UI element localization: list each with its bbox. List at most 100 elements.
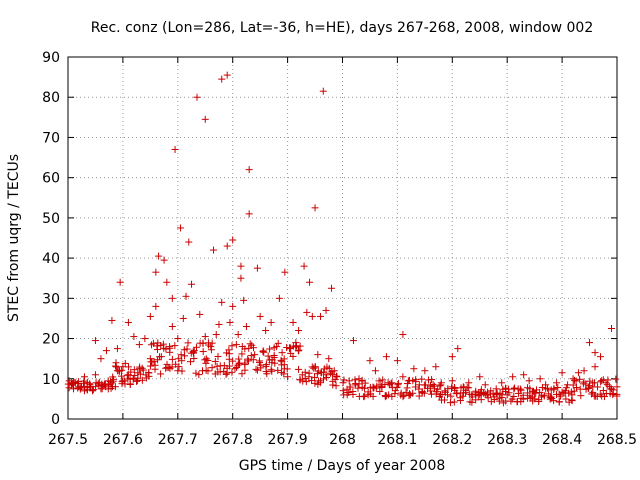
data-point bbox=[311, 363, 319, 371]
data-point bbox=[394, 379, 402, 387]
data-point bbox=[124, 318, 132, 326]
data-point bbox=[226, 318, 234, 326]
data-point bbox=[257, 364, 265, 372]
data-point bbox=[295, 327, 303, 335]
data-point bbox=[556, 392, 564, 400]
data-point bbox=[412, 376, 420, 384]
data-point bbox=[320, 375, 328, 383]
data-point bbox=[168, 363, 176, 371]
data-point bbox=[225, 362, 233, 370]
data-point bbox=[303, 308, 311, 316]
data-point bbox=[146, 362, 154, 370]
data-point bbox=[349, 388, 357, 396]
data-point bbox=[195, 371, 203, 379]
data-point bbox=[339, 379, 347, 387]
data-point bbox=[301, 368, 309, 376]
data-point bbox=[278, 349, 286, 357]
data-point bbox=[253, 264, 261, 272]
data-point bbox=[329, 371, 337, 379]
data-point bbox=[250, 344, 258, 352]
data-point bbox=[562, 384, 570, 392]
data-point bbox=[332, 382, 340, 390]
data-point bbox=[448, 353, 456, 361]
data-point bbox=[571, 376, 579, 384]
data-point bbox=[280, 370, 288, 378]
data-point bbox=[369, 383, 377, 391]
data-point bbox=[151, 361, 159, 369]
data-point bbox=[302, 378, 310, 386]
data-point bbox=[322, 306, 330, 314]
data-point bbox=[283, 365, 291, 373]
data-point bbox=[218, 75, 226, 83]
data-point bbox=[545, 390, 553, 398]
data-point bbox=[311, 204, 319, 212]
data-point bbox=[249, 356, 257, 364]
data-point bbox=[328, 284, 336, 292]
data-point bbox=[268, 367, 276, 375]
data-point bbox=[597, 353, 605, 361]
data-point bbox=[285, 345, 293, 353]
data-point bbox=[320, 368, 328, 376]
data-point bbox=[554, 383, 562, 391]
data-point bbox=[171, 146, 179, 154]
data-point bbox=[609, 389, 617, 397]
data-point bbox=[281, 268, 289, 276]
data-point bbox=[166, 344, 174, 352]
data-point bbox=[97, 355, 105, 363]
data-point bbox=[157, 370, 165, 378]
data-point bbox=[246, 340, 254, 348]
data-point bbox=[474, 392, 482, 400]
data-point bbox=[558, 369, 566, 377]
data-point bbox=[381, 393, 389, 401]
data-point bbox=[69, 385, 77, 393]
data-point bbox=[391, 390, 399, 398]
data-point bbox=[228, 368, 236, 376]
y-tick-label: 50 bbox=[42, 211, 60, 227]
data-points bbox=[64, 71, 621, 407]
data-point bbox=[613, 383, 621, 391]
data-point bbox=[558, 388, 566, 396]
data-point bbox=[98, 385, 106, 393]
data-point bbox=[245, 166, 253, 174]
data-point bbox=[208, 339, 216, 347]
data-point bbox=[190, 355, 198, 363]
data-point bbox=[572, 377, 580, 385]
data-point bbox=[80, 379, 88, 387]
data-point bbox=[168, 322, 176, 330]
data-point bbox=[229, 302, 237, 310]
data-point bbox=[232, 341, 240, 349]
data-point bbox=[405, 392, 413, 400]
x-tick-label: 268.2 bbox=[432, 432, 472, 448]
data-point bbox=[402, 388, 410, 396]
data-point bbox=[192, 369, 200, 377]
y-tick-labels: 0 10 20 30 40 50 60 70 80 90 bbox=[42, 50, 60, 428]
data-point bbox=[245, 344, 253, 352]
data-point bbox=[403, 384, 411, 392]
y-tick-label: 90 bbox=[42, 50, 60, 66]
data-point bbox=[355, 380, 363, 388]
data-point bbox=[562, 395, 570, 403]
data-point bbox=[188, 280, 196, 288]
data-point bbox=[234, 331, 242, 339]
data-point bbox=[185, 238, 193, 246]
data-point bbox=[116, 278, 124, 286]
data-point bbox=[107, 384, 115, 392]
data-point bbox=[405, 390, 413, 398]
data-point bbox=[329, 381, 337, 389]
data-point bbox=[576, 385, 584, 393]
y-tick-label: 10 bbox=[42, 372, 60, 388]
data-point bbox=[310, 364, 318, 372]
data-point bbox=[432, 363, 440, 371]
data-point bbox=[450, 398, 458, 406]
x-tick-label: 268.1 bbox=[377, 432, 417, 448]
data-point bbox=[325, 355, 333, 363]
data-point bbox=[201, 333, 209, 341]
data-point bbox=[498, 394, 506, 402]
data-point bbox=[379, 376, 387, 384]
data-point bbox=[201, 356, 209, 364]
data-point bbox=[509, 373, 517, 381]
data-point bbox=[244, 355, 252, 363]
data-point bbox=[376, 388, 384, 396]
data-point bbox=[314, 351, 322, 359]
